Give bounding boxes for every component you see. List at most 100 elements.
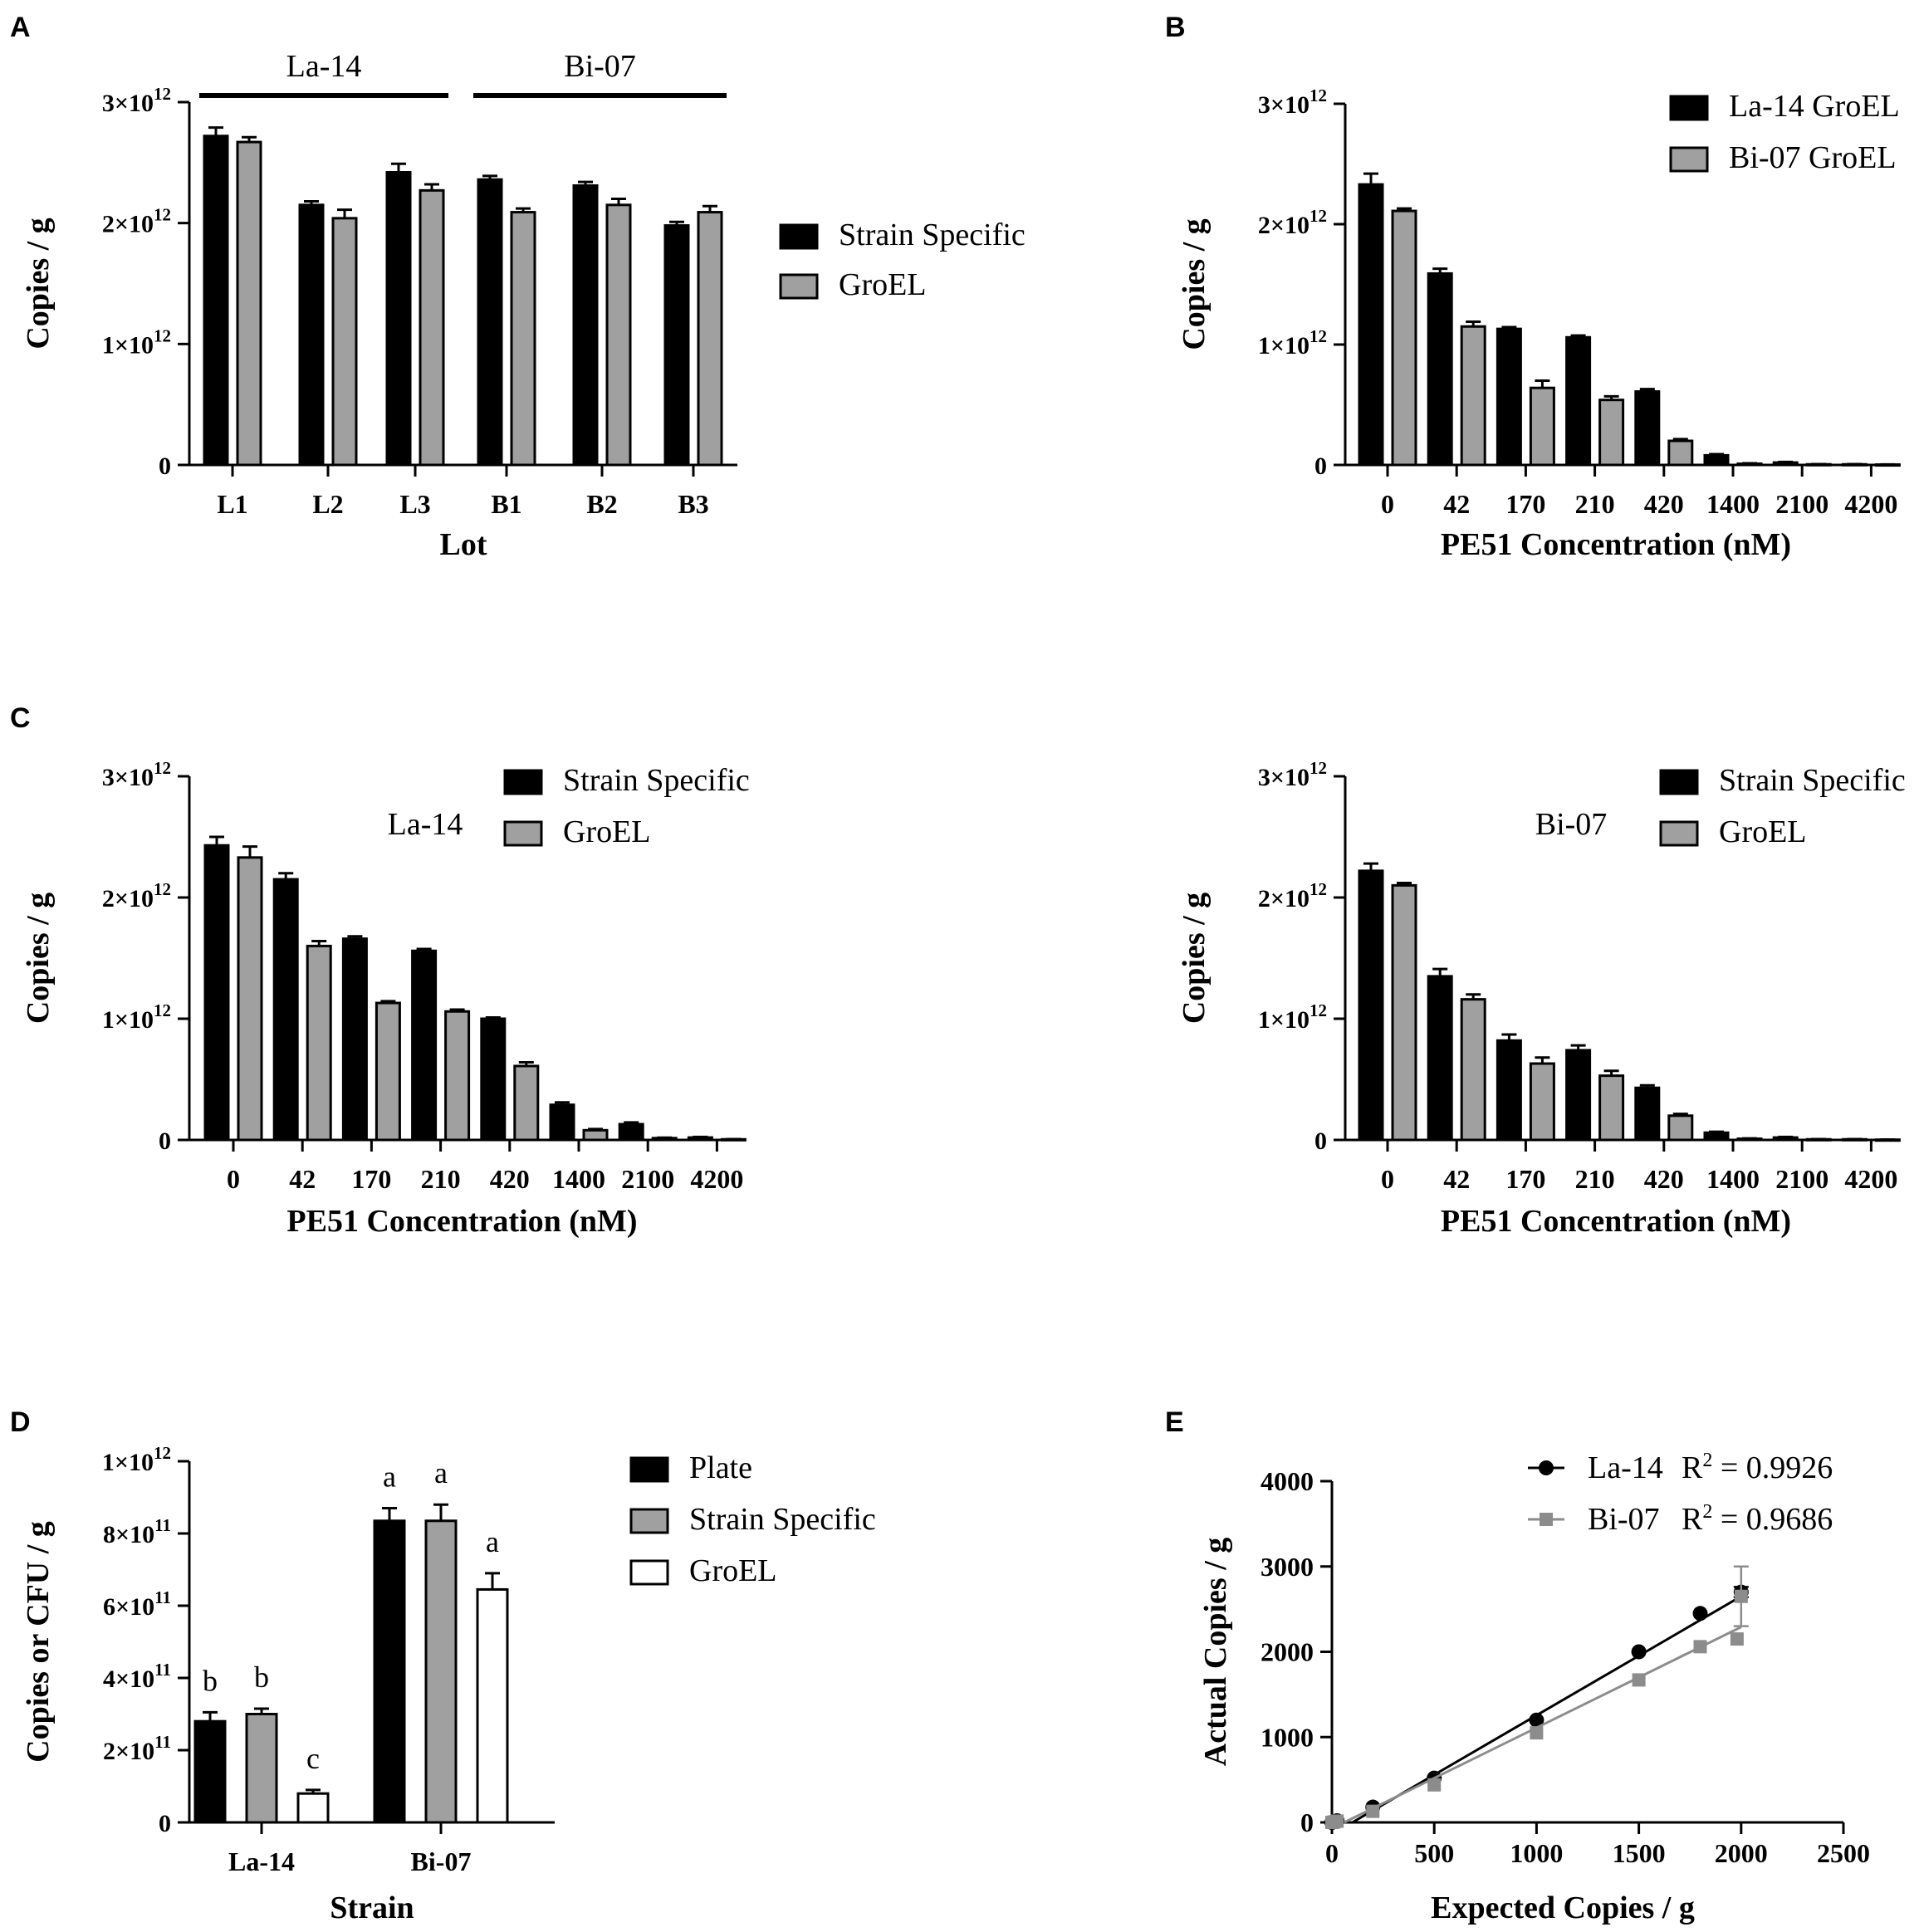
y-tick-exponent: 12 <box>154 758 171 778</box>
legend: Strain Specific GroEL <box>779 218 1026 302</box>
y-axis-title: Actual Copies / g <box>1198 1538 1233 1767</box>
data-point-square <box>1427 1778 1442 1792</box>
y-tick-label: 6×1011 <box>103 1587 171 1621</box>
y-tick-exponent: 12 <box>1310 1000 1327 1020</box>
data-point-square <box>1730 1632 1744 1646</box>
bar-black <box>385 170 412 467</box>
y-tick-exponent: 12 <box>154 84 171 104</box>
x-tick-label: B3 <box>678 489 708 519</box>
x-tick-label: 1400 <box>1706 1164 1760 1194</box>
x-axis-title: PE51 Concentration (nM) <box>1441 1204 1791 1239</box>
x-tick-label: 1400 <box>1706 489 1760 519</box>
y-tick-mantissa: 1×10 <box>102 1006 154 1034</box>
x-tick-label: 1000 <box>1510 1838 1563 1868</box>
legend-marker-circle <box>1539 1460 1554 1475</box>
y-tick-mantissa: 3×10 <box>1258 91 1310 119</box>
fit-line <box>1351 1595 1742 1824</box>
bar-gray <box>1391 209 1417 467</box>
x-tick-label: 1400 <box>552 1164 605 1194</box>
y-tick-label: 2×1012 <box>1258 879 1327 912</box>
y-tick-exponent: 12 <box>154 1000 171 1020</box>
bar-black <box>373 1519 406 1824</box>
bar-gray <box>237 856 263 1142</box>
y-tick-label: 3×1012 <box>102 84 171 117</box>
legend-swatch-black <box>1659 769 1699 795</box>
legend-label: La-14 GroEL <box>1729 89 1900 124</box>
bar-white <box>296 1792 330 1824</box>
y-tick-mantissa: 1×10 <box>102 1449 154 1476</box>
x-tick-label: 210 <box>1575 489 1615 519</box>
bar-gray <box>582 1128 609 1142</box>
bar-black <box>272 878 299 1142</box>
bar-gray <box>1598 399 1625 467</box>
y-tick-label: 0 <box>1300 1807 1314 1837</box>
bar-black <box>1427 975 1453 1142</box>
bar-black <box>1703 453 1730 467</box>
y-tick-label: 3×1012 <box>102 758 171 791</box>
legend: Strain Specific GroEL <box>1659 763 1906 849</box>
y-tick-mantissa: 2×10 <box>102 211 154 238</box>
y-tick-mantissa: 3×10 <box>102 90 154 117</box>
x-tick-label: 500 <box>1414 1838 1454 1868</box>
r-squared-exponent: 2 <box>1702 1501 1712 1523</box>
bar-black <box>1427 271 1453 467</box>
x-tick-label: 2100 <box>621 1164 674 1194</box>
significance-letter: a <box>434 1456 448 1489</box>
y-tick-label: 8×1011 <box>103 1515 171 1548</box>
panel-annotation: Bi-07 <box>1535 807 1608 842</box>
fit-line <box>1344 1626 1742 1824</box>
y-tick-exponent: 12 <box>154 1443 171 1463</box>
legend-swatch-gray <box>1669 146 1709 173</box>
y-tick-mantissa: 0 <box>159 452 171 480</box>
y-tick-mantissa: 4×10 <box>103 1665 154 1693</box>
x-axis-title: PE51 Concentration (nM) <box>1441 527 1791 562</box>
panel-letter: A <box>10 12 31 43</box>
bar-gray <box>513 1064 540 1142</box>
bar-black <box>1496 327 1522 467</box>
bar-black <box>1565 335 1592 467</box>
bar-gray <box>236 140 262 467</box>
y-tick-exponent: 12 <box>1310 206 1327 226</box>
bar-black <box>1358 869 1384 1142</box>
data-point-square <box>1734 1589 1748 1603</box>
x-tick-label: 2100 <box>1775 1164 1828 1194</box>
x-tick-label: 2000 <box>1715 1838 1768 1868</box>
legend-label: Bi-07 GroEL <box>1729 140 1897 175</box>
y-tick-exponent: 12 <box>154 879 171 899</box>
legend-swatch-black <box>779 223 819 250</box>
x-tick-label: 42 <box>1443 489 1470 519</box>
x-tick-label: 2100 <box>1775 489 1828 519</box>
bar-black <box>298 203 325 467</box>
bar-gray <box>374 1001 401 1142</box>
x-tick-label: 170 <box>351 1164 391 1194</box>
legend-label: La-14 <box>1588 1450 1663 1485</box>
bar-gray <box>697 211 723 467</box>
y-tick-mantissa: 2×10 <box>1258 885 1310 912</box>
bar-gray <box>1667 1114 1694 1142</box>
x-tick-label: B1 <box>491 489 521 519</box>
legend-swatch-gray <box>779 273 819 300</box>
y-tick-mantissa: 2×10 <box>1258 212 1310 239</box>
bar-black <box>1634 390 1661 467</box>
r-squared-symbol: R <box>1682 1502 1703 1537</box>
y-tick-mantissa: 8×10 <box>103 1521 154 1548</box>
y-axis-title: Copies / g <box>1177 893 1212 1024</box>
y-tick-mantissa: 2×10 <box>102 885 154 912</box>
y-tick-exponent: 11 <box>154 1587 171 1607</box>
y-tick-label: 3×1012 <box>1258 758 1327 791</box>
y-tick-label: 3×1012 <box>1258 86 1327 119</box>
bar-gray <box>419 188 445 467</box>
legend: Strain Specific GroEL <box>503 763 750 849</box>
y-tick-label: 4×1011 <box>103 1660 171 1693</box>
r-squared-exponent: 2 <box>1702 1450 1712 1471</box>
y-tick-mantissa: 1×10 <box>1258 332 1310 359</box>
y-tick-mantissa: 3×10 <box>102 764 154 791</box>
r-squared-label: R2 = 0.9686 <box>1682 1501 1833 1537</box>
y-tick-mantissa: 0 <box>1314 1127 1327 1155</box>
x-tick-label: 0 <box>1325 1838 1339 1868</box>
data-point-square <box>1632 1673 1646 1687</box>
x-tick-label: 420 <box>1644 489 1684 519</box>
legend: Plate Strain Specific GroEL <box>629 1450 876 1588</box>
legend-label: Bi-07 <box>1588 1502 1660 1537</box>
bar-gray <box>1529 386 1555 467</box>
